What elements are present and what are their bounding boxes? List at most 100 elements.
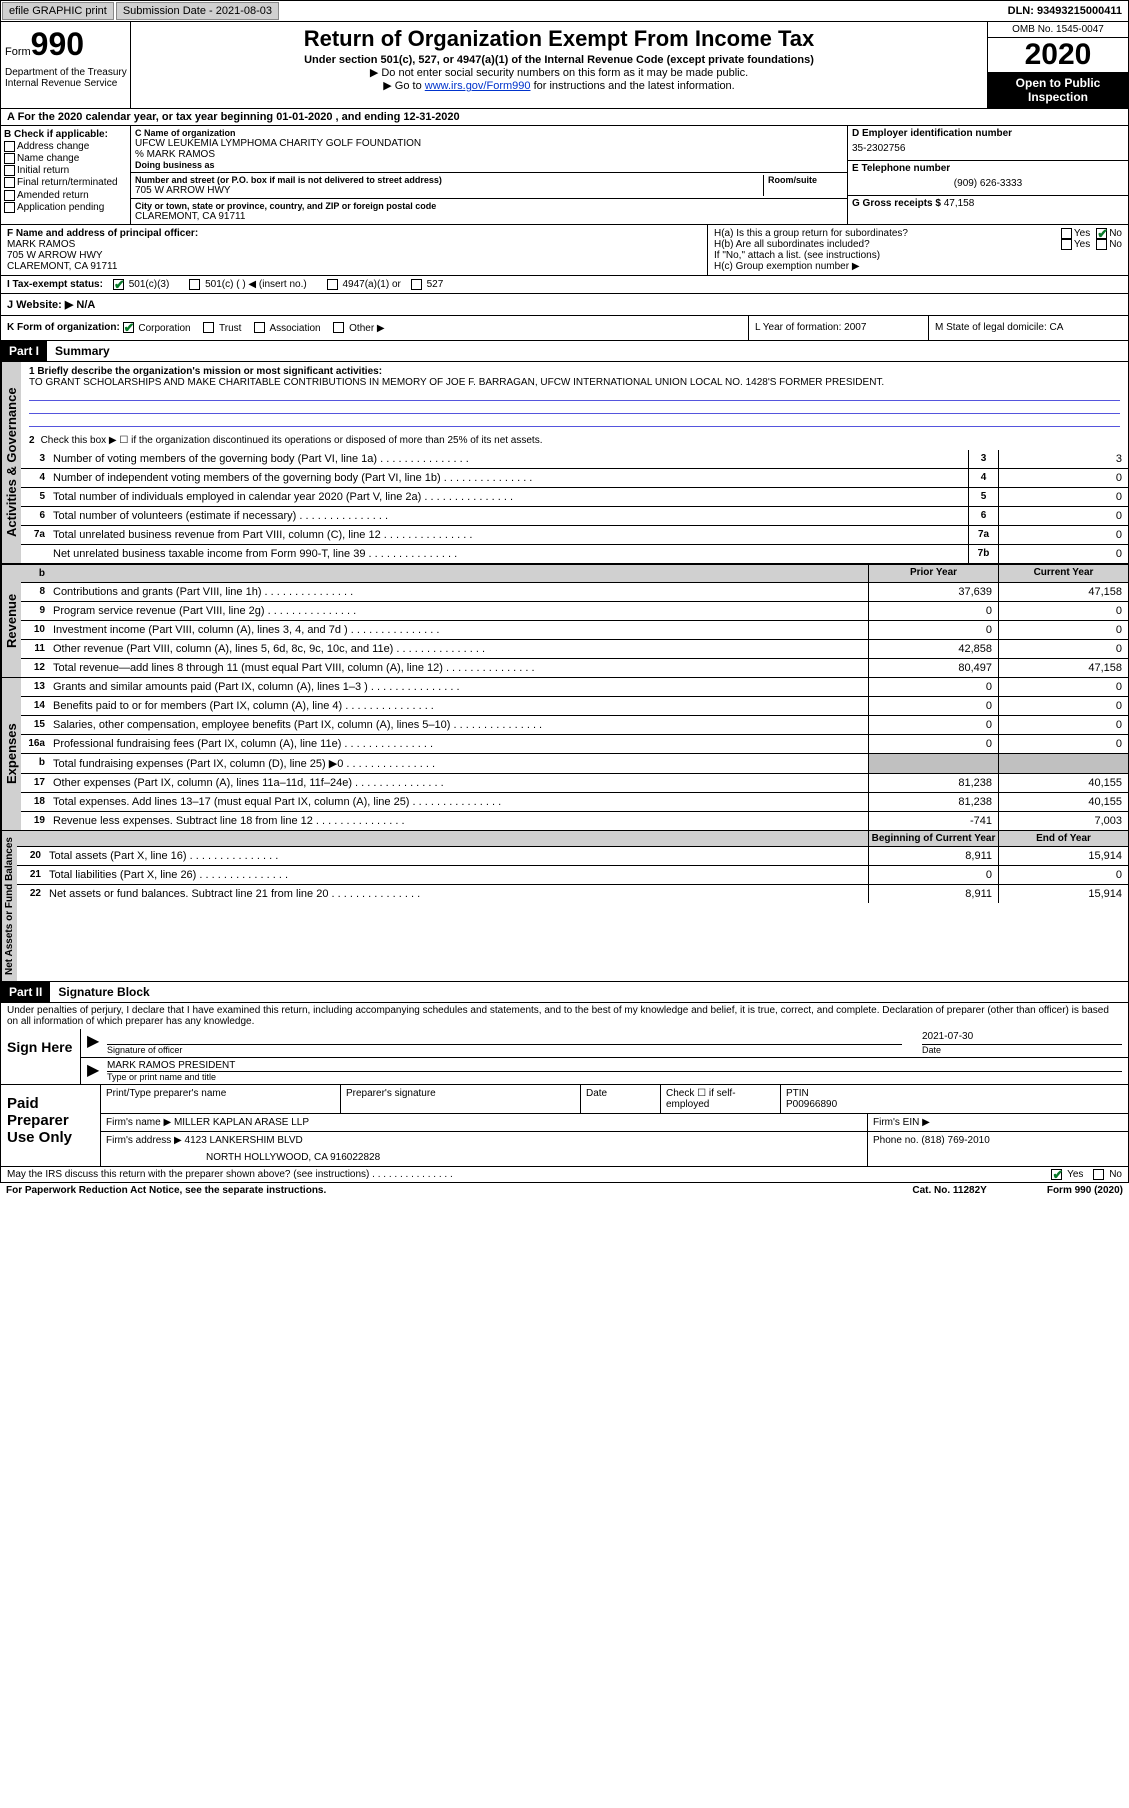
net-header-row: Beginning of Current Year End of Year xyxy=(17,831,1128,847)
omb-label: OMB No. 1545-0047 xyxy=(988,22,1128,38)
chk-address[interactable]: Address change xyxy=(4,141,127,152)
topbar: efile GRAPHIC print Submission Date - 20… xyxy=(0,0,1129,22)
chk-name[interactable]: Name change xyxy=(4,153,127,164)
state-domicile: M State of legal domicile: CA xyxy=(928,316,1128,339)
paid-preparer-label: Paid Preparer Use Only xyxy=(1,1085,101,1166)
paid-preparer-block: Paid Preparer Use Only Print/Type prepar… xyxy=(0,1085,1129,1167)
firm-name-row: Firm's name ▶ MILLER KAPLAN ARASE LLP Fi… xyxy=(101,1114,1128,1132)
website-row: J Website: ▶ N/A xyxy=(0,294,1129,316)
org-name-2: % MARK RAMOS xyxy=(135,149,843,160)
check-b-label: B Check if applicable: xyxy=(4,129,127,140)
side-revenue: Revenue xyxy=(1,565,21,677)
chk-amended[interactable]: Amended return xyxy=(4,190,127,201)
subtitle-1: Under section 501(c), 527, or 4947(a)(1)… xyxy=(135,54,983,66)
discuss-no[interactable]: No xyxy=(1093,1169,1122,1180)
exp-line: 16aProfessional fundraising fees (Part I… xyxy=(21,735,1128,754)
begin-year-header: Beginning of Current Year xyxy=(868,831,998,846)
ha-no[interactable]: No xyxy=(1096,228,1122,239)
signature-block: Under penalties of perjury, I declare th… xyxy=(0,1003,1129,1085)
gross-value: 47,158 xyxy=(944,198,975,209)
hc-label: H(c) Group exemption number ▶ xyxy=(714,261,1122,272)
exp-line: 18Total expenses. Add lines 13–17 (must … xyxy=(21,793,1128,812)
part2-header-row: Part II Signature Block xyxy=(0,982,1129,1003)
fgh-row: F Name and address of principal officer:… xyxy=(0,225,1129,276)
discuss-yes[interactable]: Yes xyxy=(1051,1169,1083,1180)
year-box: OMB No. 1545-0047 2020 Open to Public In… xyxy=(988,22,1128,108)
dept-label: Department of the Treasury Internal Reve… xyxy=(5,63,135,89)
chk-pending[interactable]: Application pending xyxy=(4,202,127,213)
year-formation: L Year of formation: 2007 xyxy=(748,316,928,339)
org-name-row: C Name of organization UFCW LEUKEMIA LYM… xyxy=(131,126,847,173)
subtitle-3: ▶ Go to www.irs.gov/Form990 for instruct… xyxy=(135,79,983,92)
addr-row: Number and street (or P.O. box if mail i… xyxy=(131,173,847,199)
gov-line: 3Number of voting members of the governi… xyxy=(21,450,1128,469)
expenses-section: Expenses 13Grants and similar amounts pa… xyxy=(0,678,1129,831)
chk-initial[interactable]: Initial return xyxy=(4,165,127,176)
ein-value: 35-2302756 xyxy=(852,139,1124,158)
governance-section: Activities & Governance 1 Briefly descri… xyxy=(0,362,1129,564)
irs-link[interactable]: www.irs.gov/Form990 xyxy=(425,80,531,92)
part2-title: Signature Block xyxy=(50,982,157,1002)
revenue-section: Revenue b Prior Year Current Year 8Contr… xyxy=(0,564,1129,678)
tax-501c[interactable]: 501(c) ( ) ◀ (insert no.) xyxy=(189,279,306,290)
rev-line: 11Other revenue (Part VIII, column (A), … xyxy=(21,640,1128,659)
part1-title: Summary xyxy=(47,341,118,361)
ha-label: H(a) Is this a group return for subordin… xyxy=(714,228,1061,239)
gov-line: 7aTotal unrelated business revenue from … xyxy=(21,526,1128,545)
k-corp[interactable]: Corporation xyxy=(123,323,191,334)
rev-line: 9Program service revenue (Part VIII, lin… xyxy=(21,602,1128,621)
form-number-box: Form990 Department of the Treasury Inter… xyxy=(1,22,131,108)
form-number: 990 xyxy=(31,26,84,62)
gov-line: Net unrelated business taxable income fr… xyxy=(21,545,1128,563)
tel-row: E Telephone number (909) 626-3333 xyxy=(848,161,1128,196)
officer-box: F Name and address of principal officer:… xyxy=(1,225,708,275)
mission-block: 1 Briefly describe the organization's mi… xyxy=(21,362,1128,431)
form-label: Form xyxy=(5,46,31,58)
k-trust[interactable]: Trust xyxy=(203,323,241,334)
gross-row: G Gross receipts $ 47,158 xyxy=(848,196,1128,211)
org-city: CLAREMONT, CA 91711 xyxy=(135,211,843,222)
dln-label: DLN: 93493215000411 xyxy=(1002,3,1128,19)
part2-header: Part II xyxy=(1,982,50,1002)
org-name-1: UFCW LEUKEMIA LYMPHOMA CHARITY GOLF FOUN… xyxy=(135,138,843,149)
efile-button[interactable]: efile GRAPHIC print xyxy=(2,2,114,20)
org-address: 705 W ARROW HWY xyxy=(135,185,763,196)
city-row: City or town, state or province, country… xyxy=(131,199,847,224)
tax-4947[interactable]: 4947(a)(1) or xyxy=(327,279,401,290)
ein-row: D Employer identification number 35-2302… xyxy=(848,126,1128,161)
gov-line: 5Total number of individuals employed in… xyxy=(21,488,1128,507)
k-other[interactable]: Other ▶ xyxy=(333,323,384,334)
net-assets-section: Net Assets or Fund Balances Beginning of… xyxy=(0,831,1129,982)
sig-officer-line: ▶ Signature of officer 2021-07-30 Date xyxy=(81,1029,1128,1058)
chk-final[interactable]: Final return/terminated xyxy=(4,177,127,188)
net-line: 21Total liabilities (Part X, line 26)00 xyxy=(17,866,1128,885)
tax-527[interactable]: 527 xyxy=(411,279,443,290)
officer-addr2: CLAREMONT, CA 91711 xyxy=(7,261,701,272)
tax-exempt-row: I Tax-exempt status: 501(c)(3) 501(c) ( … xyxy=(0,276,1129,294)
exp-line: 17Other expenses (Part IX, column (A), l… xyxy=(21,774,1128,793)
open-inspection: Open to Public Inspection xyxy=(988,72,1128,108)
firm-name: MILLER KAPLAN ARASE LLP xyxy=(174,1117,309,1128)
firm-addr2: NORTH HOLLYWOOD, CA 916022828 xyxy=(106,1146,862,1163)
side-governance: Activities & Governance xyxy=(1,362,21,563)
discuss-row: May the IRS discuss this return with the… xyxy=(0,1167,1129,1183)
side-net-assets: Net Assets or Fund Balances xyxy=(1,831,17,981)
ha-yes[interactable]: Yes xyxy=(1061,228,1090,239)
form-of-org-row: K Form of organization: Corporation Trus… xyxy=(0,316,1129,340)
footer-bottom: For Paperwork Reduction Act Notice, see … xyxy=(0,1183,1129,1198)
ein-col: D Employer identification number 35-2302… xyxy=(848,126,1128,224)
tax-501c3[interactable]: 501(c)(3) xyxy=(113,279,169,290)
group-return-box: H(a) Is this a group return for subordin… xyxy=(708,225,1128,275)
sig-date: 2021-07-30 xyxy=(922,1031,1122,1045)
officer-typed-name: MARK RAMOS PRESIDENT xyxy=(107,1060,1122,1072)
rev-line: 8Contributions and grants (Part VIII, li… xyxy=(21,583,1128,602)
subtitle-2: ▶ Do not enter social security numbers o… xyxy=(135,66,983,79)
k-assoc[interactable]: Association xyxy=(254,323,320,334)
hb-no[interactable]: No xyxy=(1096,239,1122,250)
hb-yes[interactable]: Yes xyxy=(1061,239,1090,250)
penalties-text: Under penalties of perjury, I declare th… xyxy=(1,1003,1128,1029)
period-row: A For the 2020 calendar year, or tax yea… xyxy=(0,109,1129,126)
rev-line: 12Total revenue—add lines 8 through 11 (… xyxy=(21,659,1128,677)
k-left: K Form of organization: Corporation Trus… xyxy=(1,316,748,339)
exp-line: bTotal fundraising expenses (Part IX, co… xyxy=(21,754,1128,774)
